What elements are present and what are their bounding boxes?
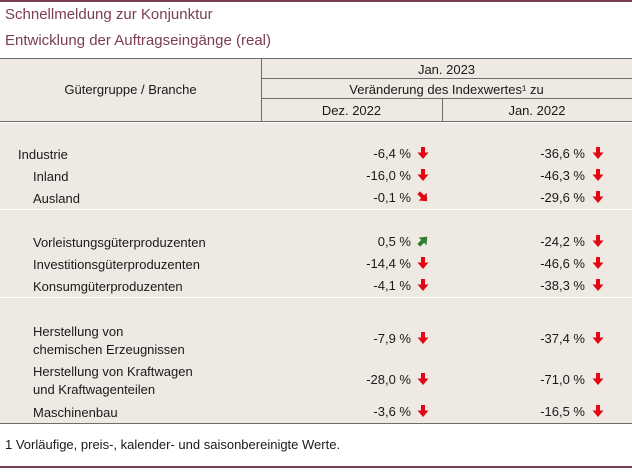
value-dec-2022: -3,6 %: [373, 404, 411, 419]
value-dec-2022: -28,0 %: [366, 372, 411, 387]
arrow-down-icon: [592, 373, 604, 385]
value-dec-2022: -0,1 %: [373, 190, 411, 205]
row-label: Ausland: [33, 191, 80, 206]
column-header-change: Veränderung des Indexwertes¹ zu: [349, 82, 544, 97]
row-label-line2: chemischen Erzeugnissen: [33, 342, 185, 357]
row-label: Konsumgüterproduzenten: [33, 279, 183, 294]
row-label: Inland: [33, 169, 69, 184]
value-dec-2022: 0,5 %: [377, 234, 411, 249]
column-header-period: Jan. 2023: [417, 62, 476, 77]
value-jan-2022: -46,6 %: [540, 256, 585, 271]
value-jan-2022: -29,6 %: [540, 190, 585, 205]
value-jan-2022: -37,4 %: [540, 331, 585, 346]
spacer-row: [0, 123, 632, 143]
top-rule: [0, 0, 632, 2]
header-top-line: [0, 58, 632, 59]
table-row: Herstellung von Kraftwagen und Kraftwage…: [0, 361, 632, 402]
spacer-row: [0, 297, 632, 319]
table-row: Inland -16,0 % -46,3 %: [0, 165, 632, 188]
spacer-row: [0, 209, 632, 231]
table-header: Gütergruppe / Branche Jan. 2023 Veränder…: [0, 58, 632, 122]
value-dec-2022: -6,4 %: [373, 146, 411, 161]
arrow-down-icon: [417, 147, 429, 159]
table-row: Investitionsgüterproduzenten -14,4 % -46…: [0, 253, 632, 276]
arrow-down-icon: [592, 169, 604, 181]
value-dec-2022: -4,1 %: [373, 278, 411, 293]
arrow-down-icon: [417, 279, 429, 291]
column-header-dec-2022: Dez. 2022: [321, 103, 382, 118]
arrow-down-icon: [592, 235, 604, 247]
value-jan-2022: -16,5 %: [540, 404, 585, 419]
arrow-down-icon: [592, 257, 604, 269]
row-label-line1: Herstellung von Kraftwagen: [33, 364, 193, 379]
header-line-2: [261, 98, 632, 99]
table-row: Konsumgüterproduzenten -4,1 % -38,3 %: [0, 275, 632, 298]
table-row: Industrie -6,4 % -36,6 %: [0, 143, 632, 166]
value-dec-2022: -16,0 %: [366, 168, 411, 183]
title-block: Schnellmeldung zur Konjunktur Entwicklun…: [0, 2, 632, 54]
value-jan-2022: -24,2 %: [540, 234, 585, 249]
header-line-1: [261, 78, 632, 79]
arrow-down-icon: [592, 191, 604, 203]
row-label: Vorleistungsgüterproduzenten: [33, 235, 206, 250]
bottom-rule: [0, 466, 632, 468]
arrow-up-right-icon: [417, 236, 428, 247]
footnote: 1 Vorläufige, preis-, kalender- und sais…: [5, 437, 341, 452]
value-dec-2022: -14,4 %: [366, 256, 411, 271]
arrow-down-icon: [417, 405, 429, 417]
row-label-line1: Herstellung von: [33, 324, 124, 339]
row-label: Investitionsgüterproduzenten: [33, 257, 200, 272]
header-col-divider: [442, 98, 443, 122]
table-row: Herstellung von chemischen Erzeugnissen …: [0, 319, 632, 362]
column-header-group: Gütergruppe / Branche: [64, 82, 197, 97]
arrow-down-icon: [417, 332, 429, 344]
arrow-down-icon: [592, 405, 604, 417]
value-jan-2022: -36,6 %: [540, 146, 585, 161]
value-dec-2022: -7,9 %: [373, 331, 411, 346]
header-vertical-divider: [261, 58, 262, 122]
row-label-line2: und Kraftwagenteilen: [33, 382, 156, 397]
report-subtitle: Entwicklung der Auftragseingänge (real): [5, 32, 271, 49]
header-bottom-line: [0, 121, 632, 122]
value-jan-2022: -38,3 %: [540, 278, 585, 293]
table-row: Vorleistungsgüterproduzenten 0,5 % -24,2…: [0, 231, 632, 254]
arrow-down-icon: [417, 373, 429, 385]
arrow-down-icon: [417, 257, 429, 269]
arrow-down-icon: [592, 279, 604, 291]
column-header-jan-2022: Jan. 2022: [508, 103, 566, 118]
value-jan-2022: -71,0 %: [540, 372, 585, 387]
table-row: Ausland -0,1 % -29,6 %: [0, 187, 632, 210]
table-row: Maschinenbau -3,6 % -16,5 %: [0, 401, 632, 424]
arrow-down-icon: [592, 332, 604, 344]
report-title: Schnellmeldung zur Konjunktur: [5, 6, 213, 23]
arrow-down-right-icon: [417, 191, 428, 202]
value-jan-2022: -46,3 %: [540, 168, 585, 183]
row-label: Maschinenbau: [33, 405, 118, 420]
arrow-down-icon: [417, 169, 429, 181]
row-label: Industrie: [18, 147, 68, 162]
arrow-down-icon: [592, 147, 604, 159]
